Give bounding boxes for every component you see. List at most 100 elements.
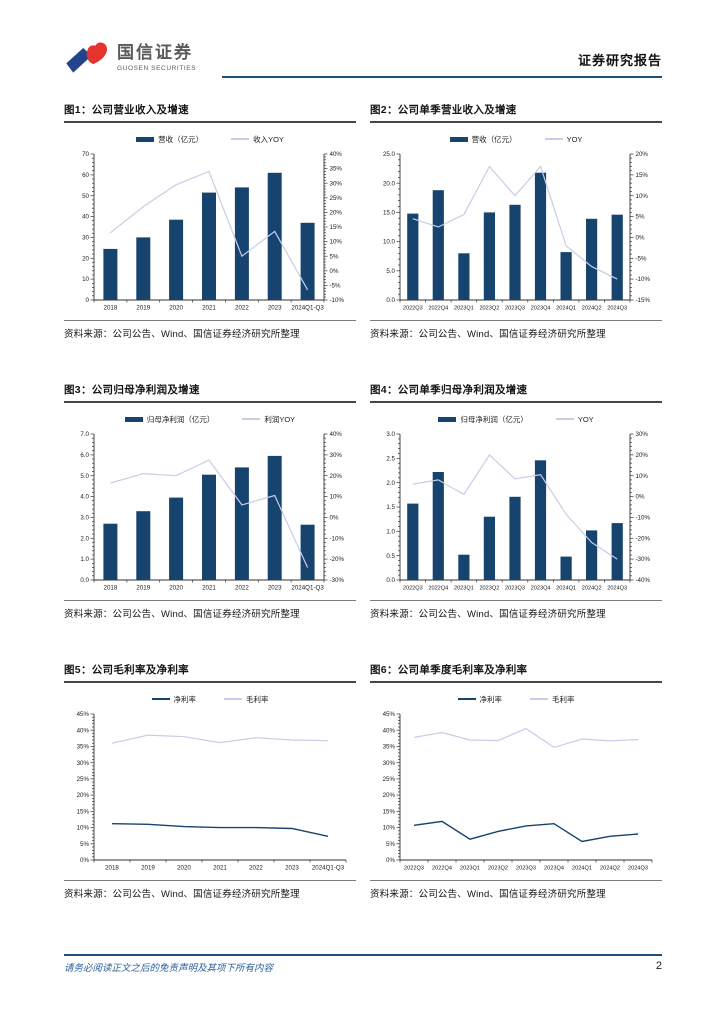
- svg-text:15.0: 15.0: [383, 210, 396, 217]
- legend-bar-swatch: [136, 136, 155, 142]
- figure-4-chart: 归母净利润（亿元） YOY 0.0 0.5 1.0 1.5 2.0 2.5 3.0 -40% -30…: [370, 413, 662, 596]
- chart-legend: 净利率 毛利率: [64, 693, 356, 705]
- svg-text:10%: 10%: [330, 494, 343, 501]
- svg-text:5.0: 5.0: [386, 268, 395, 275]
- logo-text: 国信证券 GUOSEN SECURITIES: [117, 43, 196, 71]
- svg-text:2022Q3: 2022Q3: [403, 306, 423, 312]
- svg-text:40%: 40%: [330, 431, 343, 438]
- svg-text:-20%: -20%: [636, 535, 651, 542]
- svg-text:50: 50: [82, 193, 89, 200]
- header-right: 证券研究报告: [222, 50, 662, 78]
- chart-plot: 0.0 0.5 1.0 1.5 2.0 2.5 3.0 -40% -30% -20% -10% 0% 1…: [386, 431, 651, 592]
- chart-plot: 0 10 20 30 40 50 60 70 -10% -5% 0% 5% 10% 15% 20% 25% 30…: [82, 151, 344, 312]
- svg-text:2024Q2: 2024Q2: [600, 866, 620, 872]
- svg-text:2023Q2: 2023Q2: [479, 306, 499, 312]
- svg-text:10: 10: [82, 276, 89, 283]
- svg-text:30%: 30%: [330, 180, 343, 187]
- svg-text:2018: 2018: [105, 865, 119, 872]
- svg-text:-10%: -10%: [636, 276, 651, 283]
- legend-item: 归母净利润（亿元）: [438, 414, 528, 425]
- svg-text:5.0: 5.0: [80, 473, 89, 480]
- figure-3-title: 图3：公司归母净利润及增速: [64, 382, 356, 403]
- page-footer: 请务必阅读正文之后的免责声明及其项下所有内容 2: [64, 954, 662, 974]
- figure-4: 图4：公司单季归母净利润及增速 归母净利润（亿元） YOY 0.0 0.5 1.0 1.5…: [370, 382, 662, 620]
- legend-line-swatch: [530, 698, 548, 700]
- svg-text:0.5: 0.5: [386, 553, 395, 560]
- svg-text:2023Q4: 2023Q4: [544, 866, 564, 872]
- svg-text:2023Q2: 2023Q2: [488, 866, 508, 872]
- svg-text:5%: 5%: [80, 841, 89, 848]
- svg-text:0%: 0%: [330, 268, 339, 275]
- svg-text:15%: 15%: [383, 808, 396, 815]
- legend-line-swatch: [555, 418, 574, 420]
- svg-text:2024Q3: 2024Q3: [607, 586, 627, 592]
- svg-text:5%: 5%: [636, 214, 645, 221]
- svg-text:5%: 5%: [386, 841, 395, 848]
- svg-text:2018: 2018: [104, 305, 118, 312]
- figure-1: 图1：公司营业收入及增速 营收（亿元） 收入YOY 0 10 20 30 40 50 60 70 -…: [64, 102, 356, 340]
- legend-bar-swatch: [438, 416, 457, 422]
- svg-text:0.0: 0.0: [80, 577, 89, 584]
- svg-text:40%: 40%: [330, 151, 343, 158]
- figure-4-source: 资料来源：公司公告、Wind、国信证券经济研究所整理: [370, 600, 662, 620]
- svg-text:25.0: 25.0: [383, 151, 396, 158]
- svg-text:2022: 2022: [235, 305, 249, 312]
- svg-text:2024Q3: 2024Q3: [628, 866, 648, 872]
- figure-5-chart: 净利率 毛利率 0% 5% 10% 15% 20% 25% 30% 35% 40% 45% 2018 20…: [64, 693, 356, 876]
- svg-text:40: 40: [82, 214, 89, 221]
- legend-line-swatch: [242, 418, 261, 420]
- svg-text:-30%: -30%: [330, 577, 345, 584]
- header-divider: [222, 75, 662, 78]
- svg-text:2022Q4: 2022Q4: [428, 306, 448, 312]
- svg-text:2023Q2: 2023Q2: [479, 586, 499, 592]
- svg-text:2022: 2022: [249, 865, 263, 872]
- page-header: 国信证券 GUOSEN SECURITIES 证券研究报告: [64, 38, 662, 78]
- svg-text:2023: 2023: [268, 305, 282, 312]
- svg-text:2023: 2023: [285, 865, 299, 872]
- svg-text:-10%: -10%: [330, 535, 345, 542]
- chart-plot: 0.0 1.0 2.0 3.0 4.0 5.0 6.0 7.0 -30% -20% -10% 0% 10…: [80, 431, 345, 591]
- svg-text:2019: 2019: [141, 865, 155, 872]
- legend-line-swatch: [544, 138, 563, 140]
- chart-legend: 净利率 毛利率: [370, 693, 662, 705]
- guosen-logo: 国信证券 GUOSEN SECURITIES: [64, 38, 196, 78]
- svg-text:0%: 0%: [330, 515, 339, 522]
- svg-text:2023Q1: 2023Q1: [454, 306, 474, 312]
- svg-text:-10%: -10%: [636, 515, 651, 522]
- legend-item: 收入YOY: [231, 134, 284, 145]
- figure-2-source: 资料来源：公司公告、Wind、国信证券经济研究所整理: [370, 320, 662, 340]
- figure-5-title: 图5：公司毛利率及净利率: [64, 662, 356, 683]
- svg-text:15%: 15%: [77, 808, 90, 815]
- svg-text:25%: 25%: [77, 776, 90, 783]
- svg-text:-20%: -20%: [330, 556, 345, 563]
- svg-text:0.0: 0.0: [386, 577, 395, 584]
- svg-text:-5%: -5%: [330, 283, 342, 290]
- svg-text:30%: 30%: [636, 431, 649, 438]
- figure-2-chart: 营收（亿元） YOY 0.0 5.0 10.0 15.0 20.0 25.0 -15% -10% -…: [370, 133, 662, 316]
- svg-text:2022Q4: 2022Q4: [432, 866, 452, 872]
- figure-5-source: 资料来源：公司公告、Wind、国信证券经济研究所整理: [64, 880, 356, 900]
- svg-text:2022Q3: 2022Q3: [403, 586, 423, 592]
- figure-3: 图3：公司归母净利润及增速 归母净利润（亿元） 利润YOY 0.0 1.0 2.0 3.0…: [64, 382, 356, 620]
- svg-text:15%: 15%: [330, 224, 343, 231]
- svg-text:30: 30: [82, 235, 89, 242]
- svg-text:70: 70: [82, 151, 89, 158]
- svg-text:2021: 2021: [213, 865, 227, 872]
- svg-text:2023Q1: 2023Q1: [454, 586, 474, 592]
- chart-legend: 营收（亿元） YOY: [370, 133, 662, 145]
- svg-text:25%: 25%: [383, 776, 396, 783]
- svg-text:2021: 2021: [202, 305, 216, 312]
- footer-disclaimer: 请务必阅读正文之后的免责声明及其项下所有内容: [64, 963, 274, 974]
- svg-text:10%: 10%: [330, 239, 343, 246]
- svg-text:10.0: 10.0: [383, 239, 396, 246]
- legend-line-swatch: [151, 698, 170, 700]
- svg-text:-5%: -5%: [636, 255, 648, 262]
- svg-text:4.0: 4.0: [80, 494, 89, 501]
- legend-item: 毛利率: [224, 694, 269, 705]
- svg-text:20%: 20%: [330, 473, 343, 480]
- svg-text:1.5: 1.5: [386, 504, 395, 511]
- svg-text:30%: 30%: [77, 760, 90, 767]
- svg-text:20.0: 20.0: [383, 180, 396, 187]
- svg-text:2024Q1-Q3: 2024Q1-Q3: [291, 305, 324, 312]
- legend-bar-swatch: [124, 416, 143, 422]
